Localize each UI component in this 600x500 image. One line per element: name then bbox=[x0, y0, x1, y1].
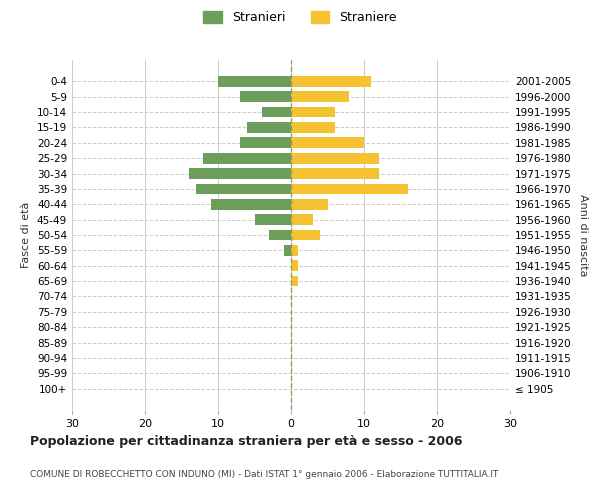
Legend: Stranieri, Straniere: Stranieri, Straniere bbox=[198, 6, 402, 29]
Bar bbox=[284, 245, 291, 256]
Bar bbox=[291, 122, 335, 133]
Bar bbox=[189, 168, 291, 179]
Bar bbox=[291, 76, 371, 86]
Bar bbox=[211, 199, 291, 209]
Bar bbox=[254, 214, 291, 225]
Bar bbox=[291, 168, 379, 179]
Bar bbox=[196, 184, 291, 194]
Y-axis label: Anni di nascita: Anni di nascita bbox=[578, 194, 588, 276]
Bar bbox=[291, 276, 298, 286]
Bar bbox=[291, 260, 298, 271]
Bar bbox=[291, 245, 298, 256]
Text: Popolazione per cittadinanza straniera per età e sesso - 2006: Popolazione per cittadinanza straniera p… bbox=[30, 435, 463, 448]
Bar bbox=[291, 92, 349, 102]
Bar bbox=[247, 122, 291, 133]
Bar bbox=[291, 214, 313, 225]
Bar bbox=[291, 184, 408, 194]
Bar bbox=[262, 106, 291, 118]
Bar bbox=[291, 199, 328, 209]
Bar bbox=[291, 138, 364, 148]
Bar bbox=[291, 153, 379, 164]
Bar bbox=[291, 106, 335, 118]
Y-axis label: Fasce di età: Fasce di età bbox=[22, 202, 31, 268]
Bar bbox=[269, 230, 291, 240]
Bar bbox=[218, 76, 291, 86]
Bar bbox=[291, 230, 320, 240]
Bar bbox=[240, 138, 291, 148]
Bar bbox=[203, 153, 291, 164]
Text: COMUNE DI ROBECCHETTO CON INDUNO (MI) - Dati ISTAT 1° gennaio 2006 - Elaborazion: COMUNE DI ROBECCHETTO CON INDUNO (MI) - … bbox=[30, 470, 499, 479]
Bar bbox=[240, 92, 291, 102]
